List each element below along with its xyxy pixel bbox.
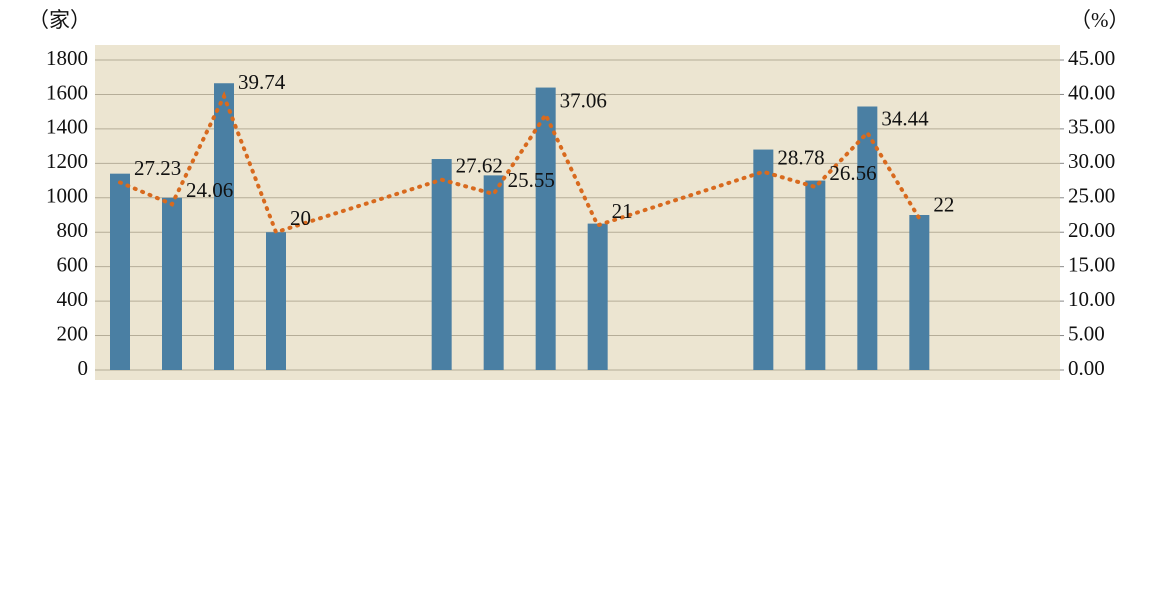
plot-area bbox=[95, 45, 1060, 380]
y2-tick-label: 25.00 bbox=[1068, 184, 1115, 208]
y2-tick-label: 20.00 bbox=[1068, 218, 1115, 242]
y2-tick-label: 10.00 bbox=[1068, 287, 1115, 311]
y-tick-label: 600 bbox=[57, 252, 89, 276]
y2-tick-label: 40.00 bbox=[1068, 80, 1115, 104]
bar bbox=[587, 223, 608, 370]
y2-unit: （%） bbox=[1070, 8, 1130, 32]
line bbox=[118, 91, 922, 235]
y-tick-label: 200 bbox=[57, 321, 89, 345]
data-label: 34.44 bbox=[881, 107, 929, 131]
bar bbox=[431, 159, 452, 370]
data-label: 37.06 bbox=[560, 89, 607, 113]
bar bbox=[162, 197, 182, 370]
y-tick-label: 1400 bbox=[46, 115, 88, 139]
y-tick-label: 1200 bbox=[46, 149, 88, 173]
y2-tick-label: 30.00 bbox=[1068, 149, 1115, 173]
data-label: 27.62 bbox=[456, 154, 503, 178]
data-label: 22 bbox=[933, 192, 954, 216]
y-tick-label: 1600 bbox=[46, 80, 88, 104]
y-tick-label: 1800 bbox=[46, 46, 88, 70]
bar bbox=[909, 215, 930, 370]
bar bbox=[535, 87, 556, 371]
bar bbox=[753, 149, 774, 370]
bar bbox=[805, 180, 826, 370]
data-label: 20 bbox=[290, 206, 311, 230]
y2-tick-label: 0.00 bbox=[1068, 356, 1105, 380]
bar bbox=[214, 83, 234, 370]
bar bbox=[110, 173, 130, 370]
y2-tick-label: 5.00 bbox=[1068, 321, 1105, 345]
y-tick-label: 400 bbox=[57, 287, 89, 311]
data-label: 27.23 bbox=[134, 156, 181, 180]
data-label: 24.06 bbox=[186, 178, 233, 202]
data-label: 25.55 bbox=[508, 168, 555, 192]
y-tick-label: 0 bbox=[78, 356, 89, 380]
y2-tick-label: 15.00 bbox=[1068, 252, 1115, 276]
y2-tick-label: 45.00 bbox=[1068, 46, 1115, 70]
y-tick-label: 1000 bbox=[46, 184, 88, 208]
data-label: 21 bbox=[612, 199, 633, 223]
data-label: 26.56 bbox=[829, 161, 876, 185]
bar bbox=[857, 106, 878, 370]
bar bbox=[266, 232, 286, 370]
bar bbox=[483, 175, 504, 370]
y-unit: （家） bbox=[28, 8, 91, 32]
y2-tick-label: 35.00 bbox=[1068, 115, 1115, 139]
y-tick-label: 800 bbox=[57, 218, 89, 242]
data-label: 28.78 bbox=[777, 146, 824, 170]
data-label: 39.74 bbox=[238, 70, 286, 94]
